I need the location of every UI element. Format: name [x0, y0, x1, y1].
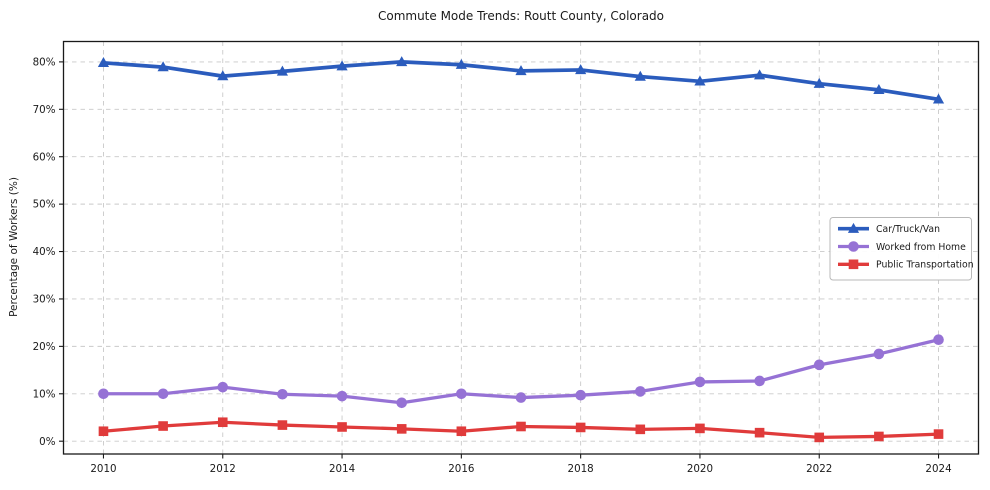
y-tick-label: 40% [33, 246, 56, 258]
y-tick-label: 50% [33, 199, 56, 211]
y-tick-label: 60% [33, 151, 56, 163]
x-tick-label: 2022 [806, 463, 832, 475]
data-point-marker [336, 60, 348, 71]
data-point-marker [158, 421, 168, 431]
data-point-marker [933, 334, 944, 346]
data-point-marker [575, 422, 586, 433]
data-point-marker [873, 348, 885, 360]
legend-item: Public Transportation [838, 259, 974, 271]
x-tick-label: 2018 [568, 463, 594, 475]
data-point-marker [98, 388, 109, 400]
data-point-marker [694, 376, 706, 388]
series-public-transportation [98, 417, 944, 443]
data-point-marker [847, 222, 860, 233]
data-point-marker [754, 427, 765, 438]
legend-item: Car/Truck/Van [838, 222, 940, 235]
chart-title: Commute Mode Trends: Routt County, Color… [377, 9, 665, 23]
legend-label: Public Transportation [876, 260, 974, 271]
data-point-marker [694, 75, 706, 86]
data-point-marker [336, 390, 348, 402]
data-point-marker [753, 69, 766, 80]
data-point-marker [396, 56, 408, 67]
data-point-marker [813, 359, 825, 371]
legend: Car/Truck/Van Worked from Home Public Tran… [829, 217, 974, 281]
plot-border [62, 40, 980, 455]
data-point-marker [873, 84, 885, 95]
data-point-marker [217, 381, 229, 393]
data-point-marker [217, 417, 228, 428]
data-point-marker [933, 429, 944, 439]
x-tick-label: 2010 [90, 463, 116, 475]
data-point-marker [277, 388, 288, 400]
y-tick-label: 0% [39, 436, 56, 448]
data-point-marker [276, 65, 289, 76]
data-point-marker [97, 57, 110, 68]
x-tick-label: 2016 [448, 463, 474, 475]
data-point-marker [848, 259, 859, 270]
data-point-marker [277, 420, 288, 430]
gridlines [63, 41, 979, 454]
series-car-truck-van [97, 56, 945, 104]
data-point-marker [456, 388, 467, 400]
data-point-marker [813, 77, 825, 88]
series-worked-from-home [98, 334, 944, 409]
y-tick-label: 80% [33, 56, 56, 68]
x-tick-label: 2024 [925, 463, 951, 475]
data-point-marker [575, 389, 586, 401]
data-point-marker [635, 424, 646, 435]
data-point-marker [516, 421, 526, 432]
data-point-marker [695, 423, 705, 434]
y-tick-label: 30% [33, 294, 56, 306]
legend-label: Car/Truck/Van [876, 224, 940, 235]
data-point-marker [634, 70, 646, 81]
y-tick-label: 70% [33, 104, 56, 116]
data-point-marker [515, 65, 527, 76]
legend-label: Worked from Home [876, 242, 966, 253]
data-point-marker [814, 432, 825, 443]
x-tick-label: 2014 [329, 463, 355, 475]
data-point-marker [98, 426, 109, 437]
data-point-marker [396, 397, 408, 409]
data-point-marker [874, 431, 884, 442]
data-point-marker [396, 424, 407, 434]
plot-area [63, 41, 979, 454]
axes: 0% 10% 20% 30% 40% 50% 60% 70% 80% 2010 2012 2014 20… [33, 56, 952, 475]
y-tick-label: 20% [33, 341, 56, 353]
data-point-marker [575, 64, 587, 75]
data-point-marker [515, 392, 527, 403]
data-point-marker [157, 61, 169, 72]
data-point-marker [634, 386, 646, 397]
data-point-marker [932, 93, 945, 104]
data-point-marker [455, 58, 467, 69]
data-point-marker [157, 388, 169, 400]
x-tick-label: 2012 [210, 463, 236, 475]
data-point-marker [217, 70, 229, 81]
x-tick-label: 2020 [687, 463, 713, 475]
legend-item: Worked from Home [838, 241, 966, 253]
y-tick-label: 10% [33, 388, 56, 400]
data-point-marker [848, 241, 859, 252]
data-point-marker [754, 375, 765, 387]
data-point-marker [456, 426, 467, 437]
data-point-marker [337, 422, 347, 432]
